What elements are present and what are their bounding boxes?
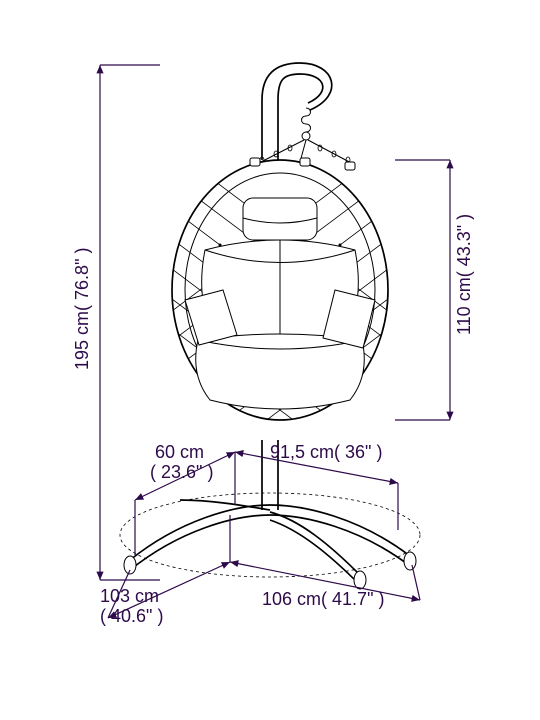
dim-basket-height-cm: 110 cm [454, 277, 474, 335]
svg-text:106 cm( 41.7" ): 106 cm( 41.7" ) [262, 589, 384, 609]
svg-text:( 23.6" ): ( 23.6" ) [150, 462, 213, 482]
svg-text:91,5 cm( 36" ): 91,5 cm( 36" ) [270, 442, 382, 462]
seat-cushion [196, 334, 365, 409]
hook-spring [302, 108, 311, 140]
dim-base-width-in: 41.7" [332, 589, 373, 609]
dim-total-height: 195 cm( 76.8" ) [72, 65, 160, 580]
dim-base-depth-cm: 103 cm [100, 586, 159, 606]
dim-base-depth: 103 cm ( 40.6" ) [100, 562, 230, 626]
dimension-diagram: 195 cm( 76.8" ) 110 cm( 43.3" ) 60 cm ( … [0, 0, 540, 720]
svg-text:110 cm( 43.3" ): 110 cm( 43.3" ) [454, 214, 474, 335]
dim-seat-depth-in: 23.6" [161, 462, 202, 482]
dim-seat-width-cm: 91,5 cm [270, 442, 334, 462]
dim-base-depth-in: 40.6" [111, 606, 152, 626]
dim-seat-width-in: 36" [345, 442, 371, 462]
dim-seat-depth: 60 cm ( 23.6" ) [135, 442, 235, 555]
dim-basket-height-in: 43.3" [454, 225, 474, 266]
svg-text:( 40.6" ): ( 40.6" ) [100, 606, 163, 626]
dim-basket-height: 110 cm( 43.3" ) [395, 160, 474, 420]
dim-base-width: 106 cm( 41.7" ) [230, 515, 420, 609]
dim-seat-depth-cm: 60 cm [155, 442, 204, 462]
svg-text:195 cm( 76.8" ): 195 cm( 76.8" ) [72, 248, 92, 370]
dim-seat-width: 91,5 cm( 36" ) [235, 442, 398, 530]
svg-text:103 cm: 103 cm [100, 586, 159, 606]
dim-base-width-cm: 106 cm [262, 589, 321, 609]
dim-total-height-in: 76.8" [72, 259, 92, 300]
dim-total-height-cm: 195 cm [72, 311, 92, 370]
svg-text:60 cm: 60 cm [155, 442, 204, 462]
head-cushion [243, 198, 317, 240]
